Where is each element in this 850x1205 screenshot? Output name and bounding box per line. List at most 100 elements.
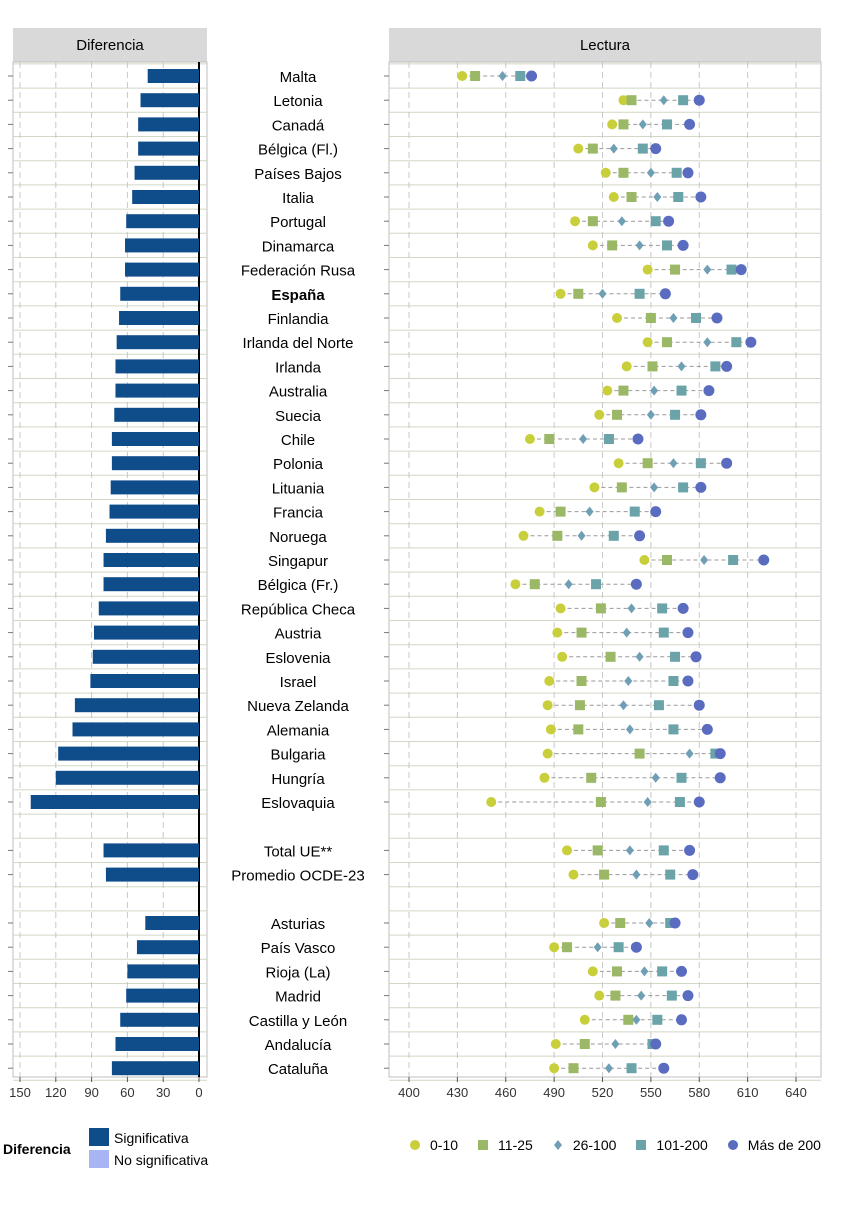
point-23-0	[552, 627, 563, 638]
point-9-2	[598, 288, 607, 299]
point-10-3	[691, 313, 702, 323]
country-label: Lituania	[272, 480, 325, 497]
point-31-2	[625, 845, 634, 856]
point-13-4	[703, 385, 715, 397]
legend-not-significant-label: No significativa	[114, 1152, 209, 1168]
point-35-4	[676, 965, 688, 977]
bar-24	[92, 649, 199, 664]
point-38-0	[550, 1039, 561, 1049]
point-9-1	[573, 288, 584, 299]
point-32-1	[599, 869, 610, 880]
point-25-4	[682, 675, 694, 687]
point-11-1	[662, 337, 672, 348]
point-2-3	[662, 119, 672, 130]
country-label: Portugal	[270, 214, 326, 231]
country-label: Bulgaria	[270, 747, 326, 764]
bar-23	[93, 625, 199, 640]
point-14-0	[594, 409, 605, 420]
point-8-3	[726, 264, 737, 275]
point-27-3	[668, 724, 679, 735]
point-39-0	[549, 1063, 560, 1074]
point-9-4	[659, 288, 671, 300]
bar-35	[127, 964, 199, 979]
right-tick-label: 580	[688, 1085, 710, 1100]
point-25-1	[576, 676, 587, 686]
point-22-1	[595, 603, 606, 614]
point-16-2	[669, 458, 678, 469]
country-label: Asturias	[271, 916, 325, 933]
bar-14	[114, 407, 199, 422]
country-label: España	[271, 287, 325, 304]
bar-11	[116, 335, 199, 350]
point-19-2	[577, 530, 586, 541]
left-tick-label: 30	[156, 1085, 170, 1100]
point-36-3	[666, 990, 677, 1001]
point-28-1	[634, 748, 645, 759]
left-panel-title: Diferencia	[13, 28, 207, 62]
point-3-2	[609, 143, 618, 154]
legend-item: Más de 200	[726, 1137, 821, 1153]
legend-label: 26-100	[572, 1137, 617, 1153]
point-26-1	[574, 700, 585, 711]
point-29-4	[714, 772, 726, 784]
left-tick-label: 60	[120, 1085, 134, 1100]
bar-22	[98, 601, 199, 616]
left-tick-label: 120	[45, 1085, 67, 1100]
country-label: Nueva Zelanda	[247, 698, 349, 715]
point-20-0	[639, 555, 650, 565]
bar-1	[140, 93, 199, 108]
point-37-2	[632, 1014, 641, 1025]
left-tick-label: 150	[9, 1085, 31, 1100]
point-13-1	[618, 385, 629, 396]
point-28-4	[714, 748, 726, 760]
bar-29	[55, 770, 199, 785]
bar-20	[103, 553, 199, 567]
point-35-3	[657, 966, 668, 977]
point-17-2	[650, 482, 659, 493]
point-18-2	[585, 506, 594, 517]
right-panel-title: Lectura	[389, 28, 821, 62]
country-label: Italia	[282, 190, 314, 207]
point-6-4	[663, 215, 675, 227]
point-31-1	[592, 845, 603, 856]
bar-10	[119, 311, 199, 325]
point-8-1	[670, 264, 681, 275]
legend-label: 0-10	[430, 1137, 459, 1153]
left-tick-label: 90	[84, 1085, 98, 1100]
point-27-0	[545, 724, 556, 735]
point-10-4	[711, 312, 723, 324]
legend-marker	[553, 1140, 562, 1150]
country-label: Irlanda del Norte	[243, 335, 354, 352]
legend-item: 26-100	[551, 1137, 617, 1153]
point-39-1	[568, 1063, 579, 1074]
point-27-2	[625, 724, 634, 735]
point-0-0	[457, 71, 468, 81]
bar-9	[120, 286, 199, 301]
point-34-0	[549, 942, 560, 953]
point-33-1	[615, 918, 626, 928]
point-4-3	[671, 167, 682, 178]
point-21-1	[529, 579, 540, 590]
point-8-0	[642, 264, 653, 275]
point-3-4	[650, 143, 662, 155]
point-4-0	[600, 167, 611, 178]
point-30-4	[693, 796, 705, 808]
bar-13	[115, 383, 199, 398]
point-28-2	[685, 748, 694, 759]
point-2-1	[618, 119, 629, 130]
point-36-4	[682, 990, 694, 1002]
point-17-4	[695, 481, 707, 493]
bar-12	[115, 359, 199, 374]
country-label: Andalucía	[265, 1037, 332, 1054]
left-tick-label: 0	[195, 1085, 202, 1100]
point-0-3	[515, 71, 526, 81]
country-label: Malta	[280, 69, 317, 86]
point-11-0	[642, 337, 653, 348]
point-31-3	[658, 845, 669, 856]
point-22-2	[627, 603, 636, 614]
point-34-3	[613, 942, 624, 953]
point-26-4	[693, 699, 705, 711]
point-24-0	[557, 651, 568, 662]
point-27-4	[701, 723, 713, 735]
country-label: Castilla y León	[249, 1013, 347, 1030]
